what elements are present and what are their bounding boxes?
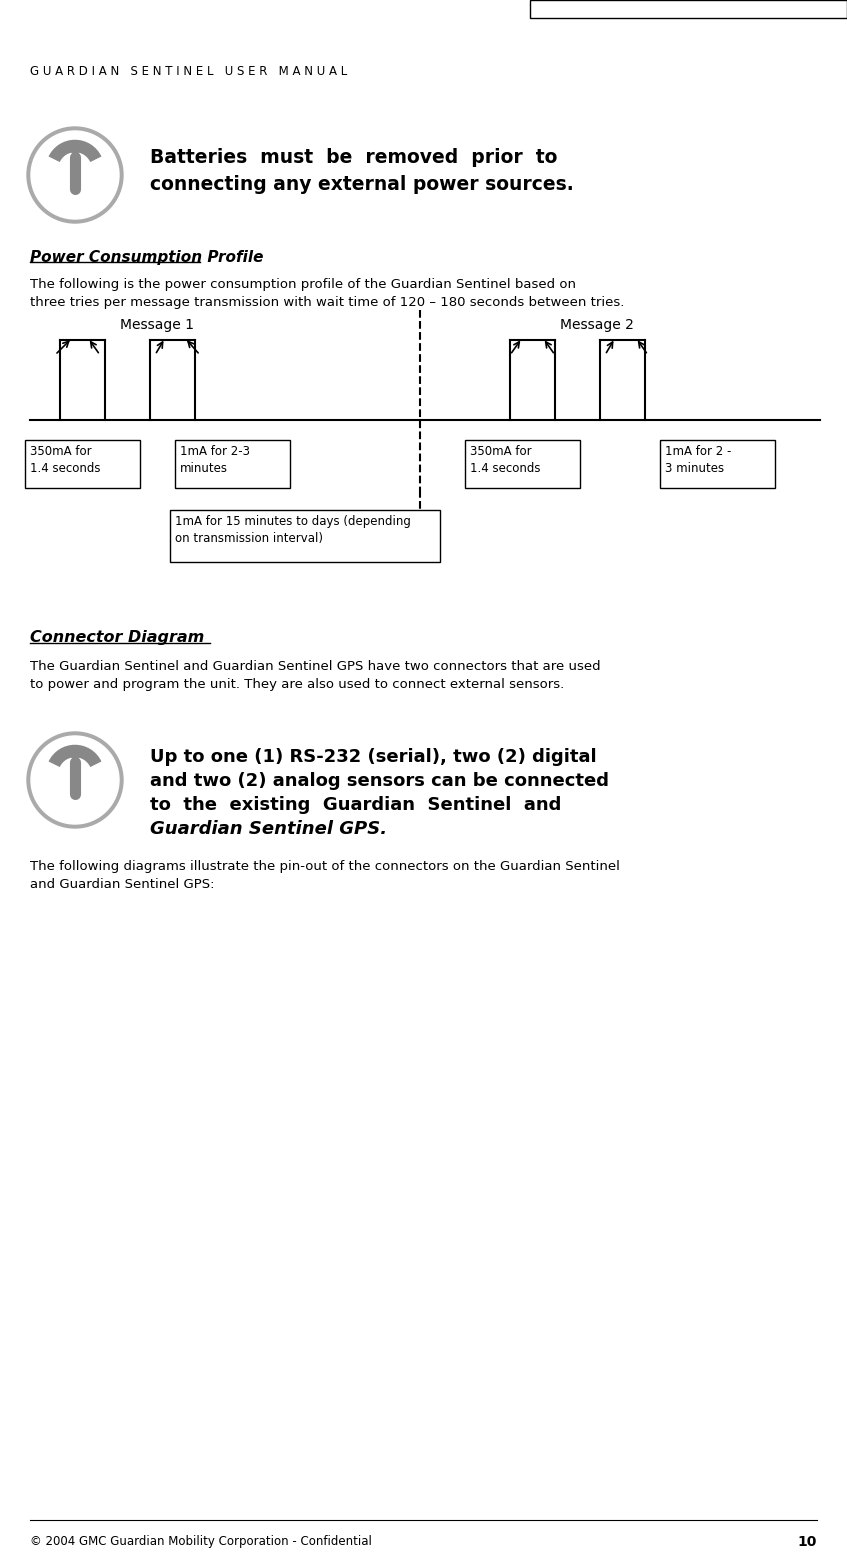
Text: Connector Diagram: Connector Diagram: [30, 629, 204, 645]
Text: and two (2) analog sensors can be connected: and two (2) analog sensors can be connec…: [150, 772, 609, 789]
FancyBboxPatch shape: [25, 440, 140, 488]
Text: Message 2: Message 2: [560, 319, 634, 333]
Circle shape: [31, 737, 119, 824]
Text: 350mA for
1.4 seconds: 350mA for 1.4 seconds: [470, 444, 540, 476]
Text: to  the  existing  Guardian  Sentinel  and: to the existing Guardian Sentinel and: [150, 796, 562, 814]
Text: 1mA for 2 -
3 minutes: 1mA for 2 - 3 minutes: [665, 444, 731, 476]
Circle shape: [69, 141, 81, 152]
Text: © 2004 GMC Guardian Mobility Corporation - Confidential: © 2004 GMC Guardian Mobility Corporation…: [30, 1535, 372, 1548]
Circle shape: [27, 127, 123, 224]
Text: Power Consumption Profile: Power Consumption Profile: [30, 250, 263, 266]
Circle shape: [31, 131, 119, 219]
Circle shape: [69, 746, 81, 758]
Text: The following is the power consumption profile of the Guardian Sentinel based on: The following is the power consumption p…: [30, 278, 624, 309]
Bar: [530, 0, 847, 19]
Text: 1mA for 2-3
minutes: 1mA for 2-3 minutes: [180, 444, 250, 476]
Text: G U A R D I A N   S E N T I N E L   U S E R   M A N U A L: G U A R D I A N S E N T I N E L U S E R …: [30, 65, 347, 78]
Text: Guardian Sentinel GPS.: Guardian Sentinel GPS.: [150, 821, 387, 838]
FancyBboxPatch shape: [660, 440, 775, 488]
Circle shape: [27, 732, 123, 828]
Text: connecting any external power sources.: connecting any external power sources.: [150, 176, 573, 194]
Text: 350mA for
1.4 seconds: 350mA for 1.4 seconds: [30, 444, 101, 476]
FancyBboxPatch shape: [170, 510, 440, 563]
Text: The following diagrams illustrate the pin-out of the connectors on the Guardian : The following diagrams illustrate the pi…: [30, 859, 620, 890]
Text: 10: 10: [798, 1535, 817, 1549]
FancyBboxPatch shape: [175, 440, 290, 488]
Text: Message 1: Message 1: [120, 319, 194, 333]
Text: The Guardian Sentinel and Guardian Sentinel GPS have two connectors that are use: The Guardian Sentinel and Guardian Senti…: [30, 660, 601, 692]
Text: 1mA for 15 minutes to days (depending
on transmission interval): 1mA for 15 minutes to days (depending on…: [175, 514, 411, 545]
Text: Batteries  must  be  removed  prior  to: Batteries must be removed prior to: [150, 148, 557, 166]
FancyBboxPatch shape: [465, 440, 580, 488]
Text: Up to one (1) RS-232 (serial), two (2) digital: Up to one (1) RS-232 (serial), two (2) d…: [150, 747, 596, 766]
